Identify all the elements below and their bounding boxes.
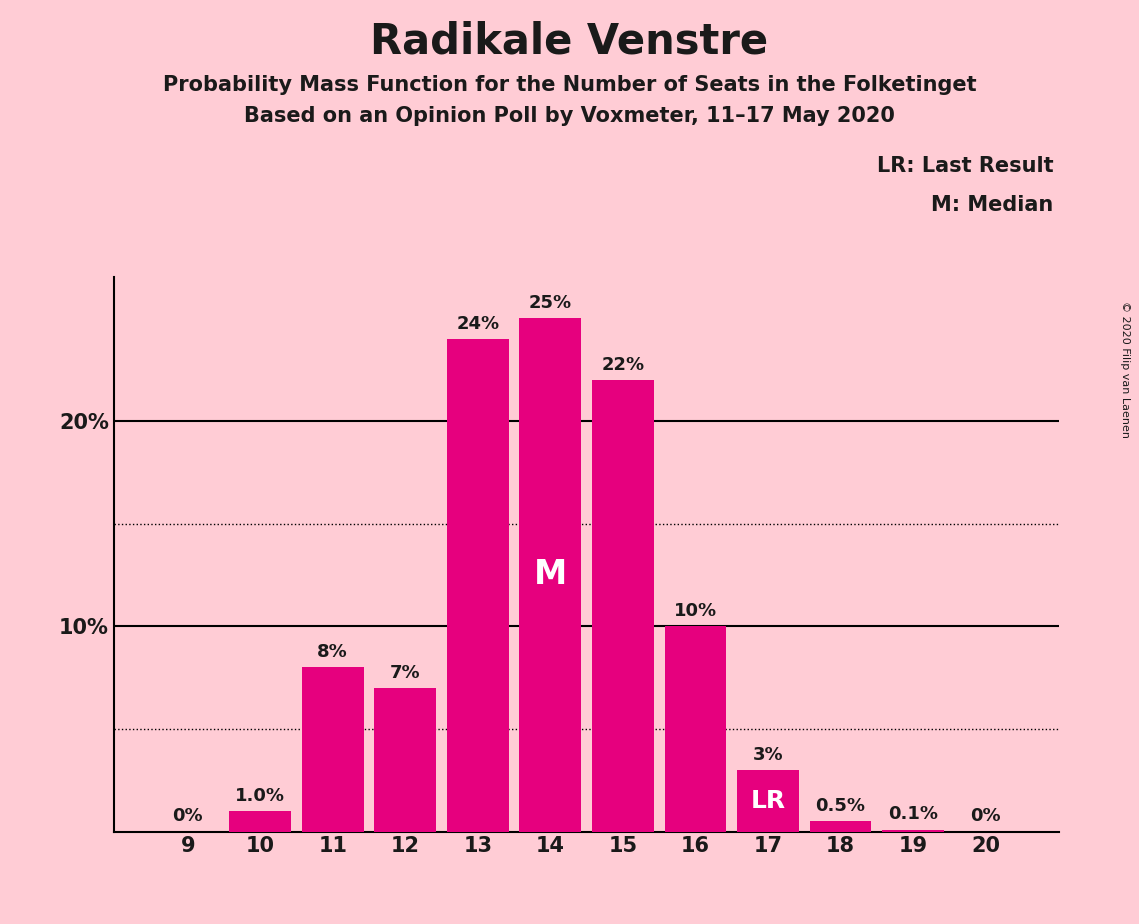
Bar (737, 770, 798, 832)
Bar (882, 830, 944, 832)
Text: Probability Mass Function for the Number of Seats in the Folketinget: Probability Mass Function for the Number… (163, 75, 976, 95)
Text: Radikale Venstre: Radikale Venstre (370, 20, 769, 63)
Bar (810, 821, 871, 832)
Bar (302, 667, 363, 832)
Bar (229, 811, 292, 832)
Bar (375, 687, 436, 832)
Bar (446, 339, 509, 832)
Bar (664, 626, 727, 832)
Text: 0%: 0% (970, 808, 1001, 825)
Text: 24%: 24% (457, 315, 499, 333)
Text: 10%: 10% (674, 602, 716, 620)
Text: 7%: 7% (390, 663, 420, 682)
Text: 25%: 25% (528, 294, 572, 312)
Text: 0%: 0% (172, 808, 203, 825)
Text: 0.1%: 0.1% (888, 806, 937, 823)
Text: 0.5%: 0.5% (816, 797, 866, 815)
Text: 1.0%: 1.0% (236, 787, 285, 805)
Text: 8%: 8% (318, 643, 349, 662)
Text: 22%: 22% (601, 356, 645, 373)
Bar (592, 380, 654, 832)
Text: M: M (534, 558, 567, 591)
Bar (519, 318, 581, 832)
Text: 3%: 3% (753, 746, 784, 764)
Text: M: Median: M: Median (932, 195, 1054, 215)
Text: Based on an Opinion Poll by Voxmeter, 11–17 May 2020: Based on an Opinion Poll by Voxmeter, 11… (244, 106, 895, 127)
Text: LR: LR (751, 789, 786, 813)
Text: © 2020 Filip van Laenen: © 2020 Filip van Laenen (1121, 301, 1130, 438)
Text: LR: Last Result: LR: Last Result (877, 156, 1054, 176)
